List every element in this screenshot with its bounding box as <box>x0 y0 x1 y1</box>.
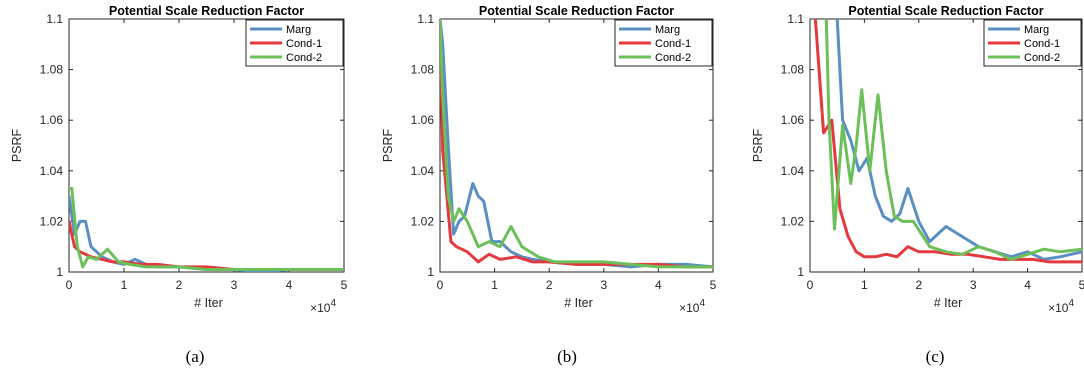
x-tick-label: 5 <box>710 278 717 292</box>
y-axis-label: PSRF <box>381 128 395 162</box>
x-tick-label: 2 <box>915 278 922 292</box>
x-tick-label: 4 <box>1024 278 1031 292</box>
x-axis-label: # Iter <box>934 296 963 310</box>
x-tick-label: 3 <box>231 278 238 292</box>
x-multiplier-exponent: 4 <box>1068 298 1074 309</box>
legend-label-cond-1: Cond-1 <box>286 38 322 50</box>
legend: Marg Cond-1 Cond-2 <box>983 19 1082 67</box>
series-line-marg <box>835 19 1082 261</box>
legend-label-marg: Marg <box>286 24 311 36</box>
plot-frame <box>439 18 714 273</box>
x-multiplier-exponent: 4 <box>699 298 705 309</box>
legend-label-cond-1: Cond-1 <box>1024 38 1060 50</box>
series-line-cond-2 <box>824 19 1082 261</box>
legend-label-marg: Marg <box>1024 24 1049 36</box>
legend-label-cond-2: Cond-2 <box>1024 52 1060 64</box>
legend-label-cond-1: Cond-1 <box>655 38 691 50</box>
y-tick-label: 1.02 <box>781 214 805 228</box>
figure-caption: (b) <box>557 347 577 366</box>
x-tick-label: 0 <box>807 278 814 292</box>
y-tick-label: 1.1 <box>46 12 63 26</box>
x-axis-label: # Iter <box>194 296 223 310</box>
y-axis-label: PSRF <box>751 128 765 162</box>
x-multiplier-label: ×104 <box>1048 298 1074 315</box>
plot-frame <box>809 18 1083 273</box>
legend: Marg Cond-1 Cond-2 <box>245 19 344 67</box>
legend-label-cond-2: Cond-2 <box>286 52 322 64</box>
y-tick-label: 1.1 <box>787 12 804 26</box>
y-tick-label: 1.08 <box>781 63 805 77</box>
x-tick-label: 2 <box>546 278 553 292</box>
y-tick-label: 1.06 <box>781 113 805 127</box>
y-tick-label: 1 <box>427 265 434 279</box>
series-line-cond-2 <box>440 19 713 269</box>
x-tick-label: 2 <box>176 278 183 292</box>
x-tick-label: 3 <box>970 278 977 292</box>
series-line-cond-1 <box>813 19 1082 264</box>
x-tick-label: 5 <box>1079 278 1084 292</box>
legend-label-cond-2: Cond-2 <box>655 52 691 64</box>
x-axis-label: # Iter <box>564 296 593 310</box>
y-tick-label: 1 <box>797 265 804 279</box>
y-tick-label: 1.02 <box>40 214 64 228</box>
y-tick-label: 1.06 <box>40 113 64 127</box>
x-tick-label: 3 <box>600 278 607 292</box>
x-tick-label: 4 <box>655 278 662 292</box>
y-tick-label: 1.02 <box>411 214 435 228</box>
x-tick-label: 5 <box>341 278 348 292</box>
legend: Marg Cond-1 Cond-2 <box>614 19 713 67</box>
x-tick-label: 1 <box>121 278 128 292</box>
y-tick-label: 1 <box>56 265 63 279</box>
x-multiplier-label: ×104 <box>310 298 336 315</box>
y-tick-label: 1.08 <box>40 63 64 77</box>
chart-title: Potential Scale Reduction Factor <box>109 4 304 18</box>
y-tick-label: 1.04 <box>40 164 64 178</box>
x-tick-label: 0 <box>66 278 73 292</box>
x-tick-label: 1 <box>861 278 868 292</box>
y-tick-label: 1.04 <box>411 164 435 178</box>
x-multiplier-label: ×104 <box>679 298 705 315</box>
y-tick-label: 1.04 <box>781 164 805 178</box>
y-tick-label: 1.1 <box>417 12 434 26</box>
chart-title: Potential Scale Reduction Factor <box>848 4 1043 18</box>
figure-caption: (c) <box>926 347 945 366</box>
legend-label-marg: Marg <box>655 24 680 36</box>
x-multiplier-exponent: 4 <box>330 298 336 309</box>
series-line-marg <box>440 19 713 269</box>
y-tick-label: 1.08 <box>411 63 435 77</box>
series-line-cond-1 <box>69 219 344 271</box>
x-tick-label: 4 <box>286 278 293 292</box>
y-axis-label: PSRF <box>10 128 24 162</box>
series-line-cond-2 <box>69 187 344 271</box>
x-tick-label: 1 <box>491 278 498 292</box>
chart-title: Potential Scale Reduction Factor <box>479 4 674 18</box>
figure-caption: (a) <box>186 347 205 366</box>
x-tick-label: 0 <box>437 278 444 292</box>
plot-frame <box>68 18 345 273</box>
y-tick-label: 1.06 <box>411 113 435 127</box>
